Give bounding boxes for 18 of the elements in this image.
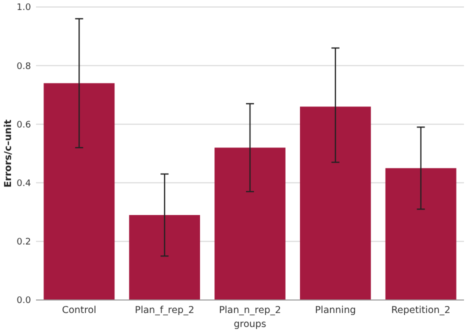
x-tick-label: Control	[62, 305, 96, 316]
bar	[385, 168, 456, 300]
y-tick-label: 0.4	[16, 178, 32, 189]
bar	[129, 215, 200, 300]
y-tick-label: 1.0	[16, 3, 32, 14]
x-tick-label: Repetition_2	[391, 305, 450, 316]
x-tick-label: Planning	[314, 305, 356, 316]
y-tick-label: 0.6	[16, 120, 32, 130]
y-tick-label: 0.8	[16, 62, 32, 72]
y-tick-label: 0.0	[16, 296, 32, 306]
x-tick-label: Plan_n_rep_2	[218, 305, 282, 316]
x-tick-label: Plan_f_rep_2	[134, 305, 194, 316]
bar	[214, 148, 286, 300]
y-axis-title: Errors/c–unit	[3, 119, 14, 188]
x-axis-title: groups	[234, 319, 266, 330]
bar	[300, 106, 371, 300]
y-tick-label: 0.2	[16, 238, 31, 248]
bar	[44, 83, 115, 300]
